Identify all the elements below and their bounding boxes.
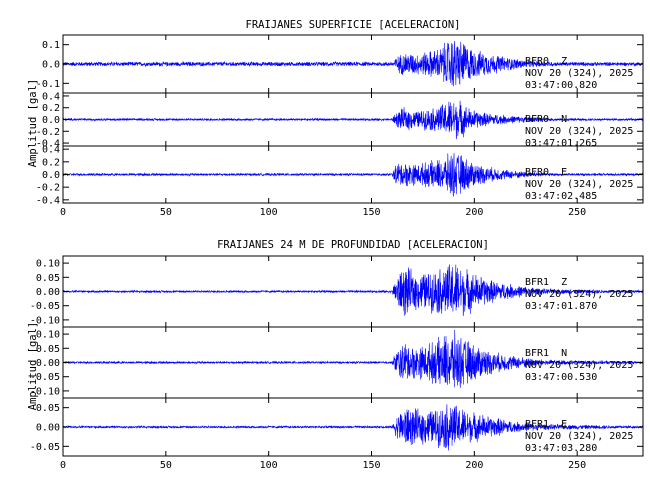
y-tick-label: -0.2: [36, 127, 60, 138]
station-label: BFR1 E: [525, 419, 567, 430]
y-tick-label: 0.4: [42, 145, 60, 156]
top-y-axis-label: Amplitud [gal]: [27, 79, 39, 168]
x-tick-label: 100: [260, 460, 278, 471]
trace-bfr1-n: [63, 330, 643, 388]
y-tick-label: -0.05: [30, 301, 60, 312]
x-tick-label: 150: [362, 460, 380, 471]
bottom-chart-title: FRAIJANES 24 M DE PROFUNDIDAD [ACELERACI…: [217, 239, 489, 251]
y-tick-label: 0.10: [36, 330, 60, 341]
station-label: BFR0 N: [525, 114, 567, 125]
y-tick-label: 0.05: [36, 403, 60, 414]
x-tick-label: 150: [362, 207, 380, 218]
y-tick-label: 0.0: [42, 115, 60, 126]
y-tick-label: 0.2: [42, 157, 60, 168]
date-label: NOV 20 (324), 2025: [525, 179, 633, 190]
top-chart: FRAIJANES SUPERFICIE [ACELERACION] Ampli…: [27, 19, 644, 218]
x-tick-label: 250: [568, 207, 586, 218]
x-tick-label: 250: [568, 460, 586, 471]
date-label: NOV 20 (324), 2025: [525, 431, 633, 442]
y-tick-label: 0.0: [42, 170, 60, 181]
y-tick-label: 0.00: [36, 287, 60, 298]
trace-bfr0-n: [63, 100, 643, 140]
x-tick-label: 50: [160, 460, 172, 471]
x-tick-label: 100: [260, 207, 278, 218]
y-tick-label: 0.05: [36, 273, 60, 284]
y-tick-label: -0.05: [30, 442, 60, 453]
time-label: 03:47:02.485: [525, 191, 597, 202]
x-tick-label: 0: [60, 460, 66, 471]
y-tick-label: -0.10: [30, 386, 60, 397]
station-label: BFR1 Z: [525, 277, 567, 288]
trace-bfr1-e: [63, 404, 643, 451]
y-tick-label: 0.10: [36, 259, 60, 270]
x-tick-label: 0: [60, 207, 66, 218]
top-chart-title: FRAIJANES SUPERFICIE [ACELERACION]: [246, 19, 461, 31]
y-tick-label: -0.1: [36, 79, 60, 90]
time-label: 03:47:00.530: [525, 372, 597, 383]
y-tick-label: -0.10: [30, 315, 60, 326]
bottom-y-axis-label: Amplitud [gal]: [27, 322, 39, 411]
trace-bfr0-e: [63, 153, 643, 197]
y-tick-label: 0.0: [42, 60, 60, 71]
date-label: NOV 20 (324), 2025: [525, 289, 633, 300]
time-label: 03:47:00.820: [525, 80, 597, 91]
date-label: NOV 20 (324), 2025: [525, 360, 633, 371]
y-tick-label: 0.2: [42, 103, 60, 114]
y-tick-label: 0.00: [36, 423, 60, 434]
x-tick-label: 200: [465, 207, 483, 218]
y-tick-label: -0.4: [36, 195, 60, 206]
y-tick-label: 0.1: [42, 40, 60, 51]
date-label: NOV 20 (324), 2025: [525, 126, 633, 137]
time-label: 03:47:01.265: [525, 138, 597, 149]
bottom-chart: FRAIJANES 24 M DE PROFUNDIDAD [ACELERACI…: [27, 239, 644, 471]
y-tick-label: -0.05: [30, 372, 60, 383]
y-tick-label: 0.05: [36, 344, 60, 355]
station-label: BFR0 Z: [525, 56, 567, 67]
station-label: BFR1 N: [525, 348, 567, 359]
y-tick-label: -0.2: [36, 183, 60, 194]
x-tick-label: 200: [465, 460, 483, 471]
station-label: BFR0 E: [525, 167, 567, 178]
x-tick-label: 50: [160, 207, 172, 218]
time-label: 03:47:01.870: [525, 301, 597, 312]
date-label: NOV 20 (324), 2025: [525, 68, 633, 79]
time-label: 03:47:03.280: [525, 443, 597, 454]
y-tick-label: -0.4: [36, 139, 60, 150]
trace-bfr1-z: [63, 264, 643, 316]
y-tick-label: 0.4: [42, 91, 60, 102]
y-tick-label: 0.00: [36, 358, 60, 369]
trace-bfr0-z: [63, 41, 643, 87]
